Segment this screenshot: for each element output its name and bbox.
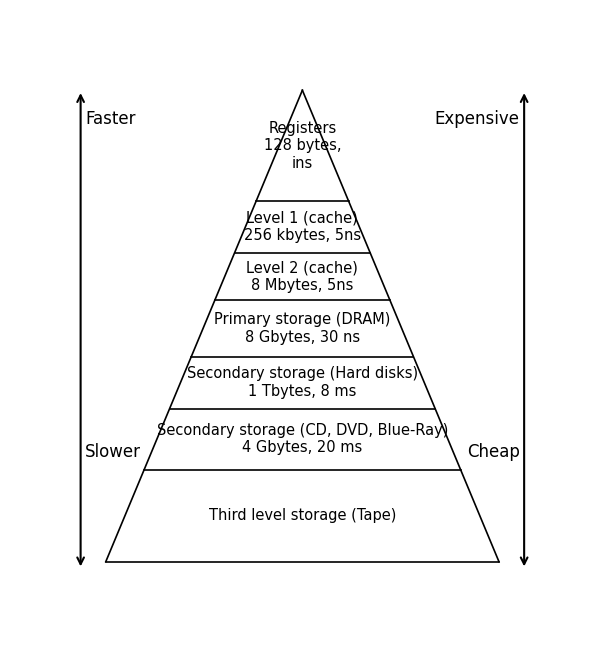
Text: Level 1 (cache)
256 kbytes, 5ns: Level 1 (cache) 256 kbytes, 5ns xyxy=(244,211,361,243)
Text: Slower: Slower xyxy=(85,443,141,461)
Text: Secondary storage (CD, DVD, Blue-Ray)
4 Gbytes, 20 ms: Secondary storage (CD, DVD, Blue-Ray) 4 … xyxy=(157,423,448,456)
Text: Faster: Faster xyxy=(85,110,136,128)
Text: Cheap: Cheap xyxy=(467,443,520,461)
Text: Registers
128 bytes,
ins: Registers 128 bytes, ins xyxy=(264,121,341,170)
Text: Level 2 (cache)
8 Mbytes, 5ns: Level 2 (cache) 8 Mbytes, 5ns xyxy=(247,260,358,293)
Text: Primary storage (DRAM)
8 Gbytes, 30 ns: Primary storage (DRAM) 8 Gbytes, 30 ns xyxy=(214,312,391,345)
Text: Secondary storage (Hard disks)
1 Tbytes, 8 ms: Secondary storage (Hard disks) 1 Tbytes,… xyxy=(187,366,418,399)
Text: Expensive: Expensive xyxy=(435,110,520,128)
Text: Third level storage (Tape): Third level storage (Tape) xyxy=(209,508,396,524)
